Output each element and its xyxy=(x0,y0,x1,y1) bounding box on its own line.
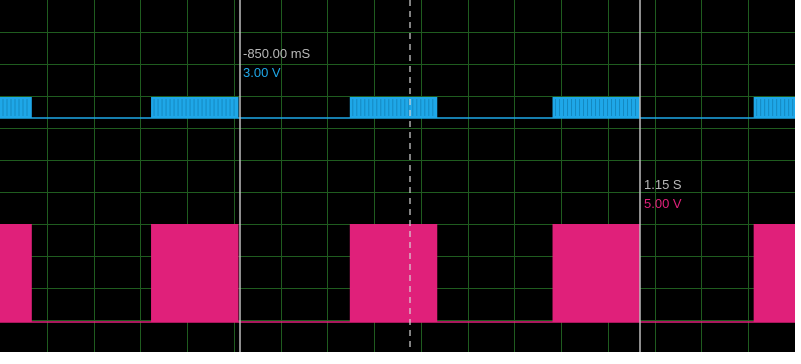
channel-2-high-segment xyxy=(0,224,32,322)
channel-2-trace xyxy=(0,224,795,323)
channel-2-high-segment xyxy=(753,224,795,322)
channel-1-high-segment xyxy=(0,97,32,118)
channel-2-high-segment xyxy=(151,224,239,322)
channel-1-high-segment xyxy=(349,97,438,118)
waveform-traces xyxy=(0,97,795,323)
channel-1-high-segment xyxy=(552,97,640,118)
grid xyxy=(0,0,795,352)
cursor-a-voltage: 3.00 V xyxy=(243,65,281,80)
cursor-b-voltage: 5.00 V xyxy=(644,196,682,211)
channel-2-high-segment xyxy=(552,224,640,322)
channel-1-high-segment xyxy=(151,97,239,118)
waveform-plot[interactable]: -850.00 mS 3.00 V 1.15 S 5.00 V xyxy=(0,0,795,352)
channel-1-trace xyxy=(0,97,795,119)
channel-2-high-segment xyxy=(349,224,438,322)
cursor-a-time: -850.00 mS xyxy=(243,46,311,61)
cursor-b-time: 1.15 S xyxy=(644,177,682,192)
